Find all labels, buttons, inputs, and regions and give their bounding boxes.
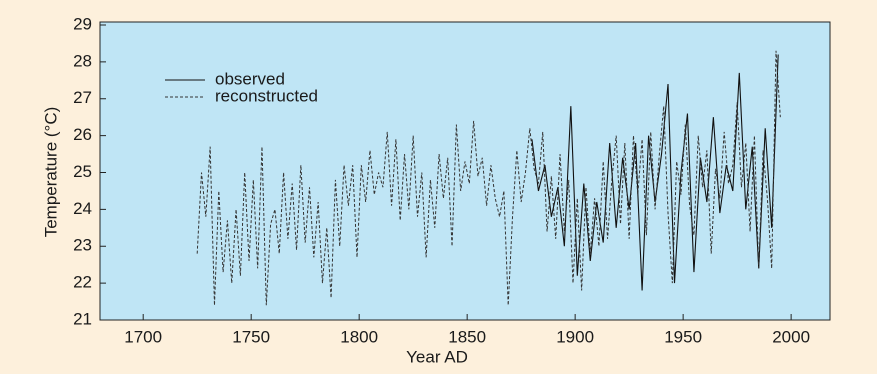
plot-area <box>99 21 831 321</box>
y-tick-label: 26 <box>73 125 92 144</box>
x-tick-label: 1700 <box>124 327 162 346</box>
x-tick-label: 1800 <box>340 327 378 346</box>
x-tick-label: 1950 <box>664 327 702 346</box>
x-tick-label: 1850 <box>448 327 486 346</box>
y-tick-label: 28 <box>73 51 92 70</box>
legend-label: observed <box>215 69 285 88</box>
y-tick-label: 21 <box>73 309 92 328</box>
series-line <box>196 50 781 306</box>
y-tick-label: 24 <box>73 199 92 218</box>
y-axis-label: Temperature (°C) <box>41 107 60 238</box>
x-axis-label: Year AD <box>406 347 468 366</box>
series-line <box>531 54 779 291</box>
y-tick-label: 27 <box>73 88 92 107</box>
y-tick-label: 22 <box>73 273 92 292</box>
y-tick-label: 23 <box>73 236 92 255</box>
legend-label: reconstructed <box>215 86 318 105</box>
x-tick-label: 2000 <box>772 327 810 346</box>
x-tick-label: 1750 <box>232 327 270 346</box>
x-tick-label: 1900 <box>556 327 594 346</box>
y-tick-label: 25 <box>73 162 92 181</box>
y-tick-label: 29 <box>73 14 92 33</box>
